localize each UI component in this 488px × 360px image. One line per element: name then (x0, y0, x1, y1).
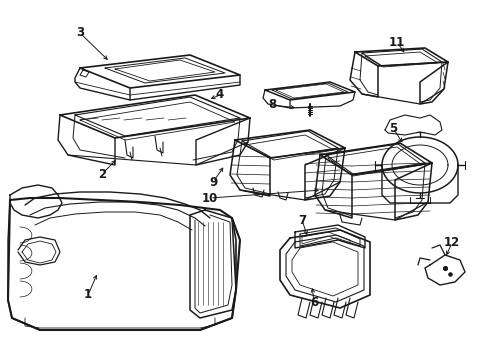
Text: 6: 6 (309, 297, 318, 310)
Text: 1: 1 (84, 288, 92, 302)
Text: 7: 7 (297, 213, 305, 226)
Text: 10: 10 (202, 192, 218, 204)
Text: 8: 8 (267, 99, 276, 112)
Text: 12: 12 (443, 237, 459, 249)
Text: 9: 9 (208, 175, 217, 189)
Text: 11: 11 (388, 36, 404, 49)
Text: 5: 5 (388, 122, 396, 135)
Text: 3: 3 (76, 27, 84, 40)
Text: 4: 4 (215, 89, 224, 102)
Text: 2: 2 (98, 167, 106, 180)
